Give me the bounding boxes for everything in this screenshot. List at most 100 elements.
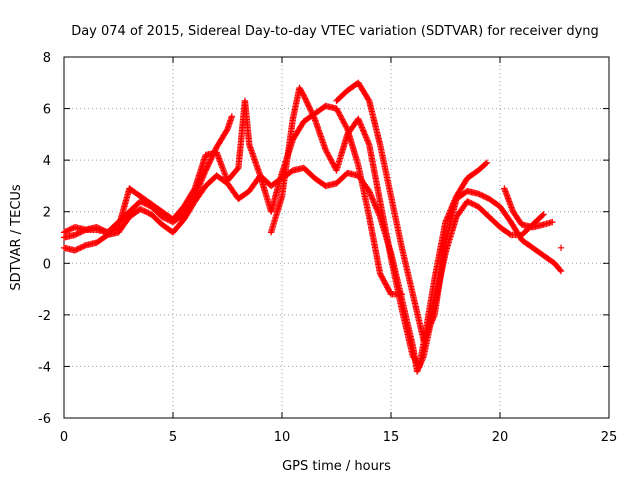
data-point-marker (428, 318, 435, 326)
data-point-marker (199, 174, 206, 181)
data-point-marker (323, 148, 330, 155)
data-point-marker (422, 333, 429, 340)
data-point-marker (328, 157, 335, 165)
data-point-marker (430, 314, 437, 321)
data-point-marker (421, 336, 428, 343)
data-point-marker (333, 105, 340, 112)
data-point-marker (425, 324, 433, 331)
data-point-marker (427, 320, 435, 327)
data-point-marker (380, 277, 387, 284)
data-point-marker (361, 130, 368, 137)
data-point-marker (370, 199, 378, 206)
data-point-marker (381, 280, 389, 287)
data-point-marker (356, 119, 364, 127)
data-point-marker (335, 109, 342, 116)
data-point-marker (358, 124, 366, 131)
data-point-marker (334, 106, 341, 114)
data-point-marker (362, 132, 369, 140)
data-point-marker (339, 117, 347, 125)
y-tick-label: -4 (38, 360, 51, 375)
data-point-marker (557, 267, 565, 275)
data-point-marker (444, 213, 452, 220)
data-point-marker (340, 119, 347, 126)
data-point-marker (368, 193, 375, 201)
data-point-marker (383, 282, 390, 290)
data-point-marker (370, 197, 377, 205)
data-point-marker (376, 270, 384, 277)
data-point-marker (369, 196, 377, 203)
data-point-marker (373, 205, 380, 212)
x-axis-label: GPS time / hours (282, 459, 391, 474)
data-point-marker (359, 125, 366, 133)
data-point-marker (371, 200, 378, 208)
data-point-marker (362, 134, 370, 141)
data-point-marker (444, 214, 451, 221)
data-point-marker (357, 121, 364, 128)
data-point-marker (540, 211, 547, 218)
data-point-marker (190, 186, 198, 193)
data-point-marker (326, 153, 333, 160)
data-point-marker (382, 281, 390, 288)
data-point-marker (373, 206, 381, 213)
y-tick-label: 6 (43, 103, 51, 118)
data-point-marker (198, 177, 205, 184)
data-point-marker (322, 146, 329, 154)
data-point-marker (385, 286, 393, 294)
data-point-marker (365, 96, 372, 103)
data-point-marker (355, 115, 362, 123)
data-point-marker (372, 202, 379, 209)
data-point-marker (361, 131, 369, 138)
data-point-marker (337, 113, 345, 121)
data-point-marker (334, 108, 342, 115)
y-tick-label: -2 (38, 309, 51, 324)
data-point-marker (363, 135, 370, 143)
data-point-marker (336, 112, 344, 119)
data-point-marker (384, 285, 392, 292)
data-series (557, 244, 565, 252)
data-point-marker (197, 178, 205, 186)
data-point-marker (482, 160, 490, 167)
data-point-marker (200, 172, 207, 180)
data-point-marker (360, 128, 367, 135)
data-point-marker (367, 190, 374, 198)
data-point-marker (556, 266, 564, 274)
data-point-marker (557, 244, 565, 252)
data-point-marker (365, 140, 372, 147)
data-point-marker (364, 138, 372, 146)
data-point-marker (381, 278, 388, 286)
data-point-marker (483, 159, 491, 166)
data-points (60, 79, 565, 375)
data-point-marker (228, 113, 236, 120)
data-point-marker (339, 116, 346, 123)
data-point-marker (442, 217, 450, 224)
y-axis-label: SDTVAR / TECUs (9, 184, 24, 291)
data-point-marker (372, 203, 380, 211)
data-point-marker (549, 218, 556, 226)
data-point-marker (384, 284, 391, 291)
data-point-marker (539, 212, 546, 219)
chart-title: Day 074 of 2015, Sidereal Day-to-day VTE… (71, 24, 599, 39)
data-point-marker (342, 121, 349, 129)
data-point-marker (364, 137, 371, 144)
data-point-marker (324, 150, 331, 158)
data-point-marker (359, 127, 367, 134)
data-point-marker (366, 189, 374, 196)
data-point-marker (329, 160, 337, 167)
data-point-marker (328, 159, 336, 166)
data-point-marker (424, 327, 432, 334)
data-point-marker (327, 156, 334, 163)
x-tick-label: 5 (169, 430, 177, 445)
data-point-marker (421, 334, 429, 341)
data-point-marker (443, 215, 450, 223)
x-tick-label: 15 (383, 430, 400, 445)
data-point-marker (379, 274, 386, 281)
data-point-marker (378, 273, 385, 280)
data-point-marker (356, 118, 363, 125)
data-point-marker (386, 288, 393, 295)
data-series (501, 185, 556, 231)
x-tick-label: 25 (601, 430, 618, 445)
data-point-marker (379, 275, 387, 283)
data-point-marker (430, 313, 438, 320)
